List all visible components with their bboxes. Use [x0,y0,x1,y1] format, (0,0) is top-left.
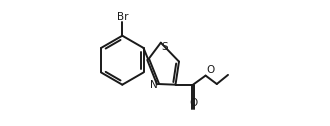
Text: O: O [189,98,197,108]
Text: S: S [161,42,168,52]
Text: Br: Br [116,12,128,22]
Text: N: N [149,80,157,90]
Text: O: O [206,65,214,75]
